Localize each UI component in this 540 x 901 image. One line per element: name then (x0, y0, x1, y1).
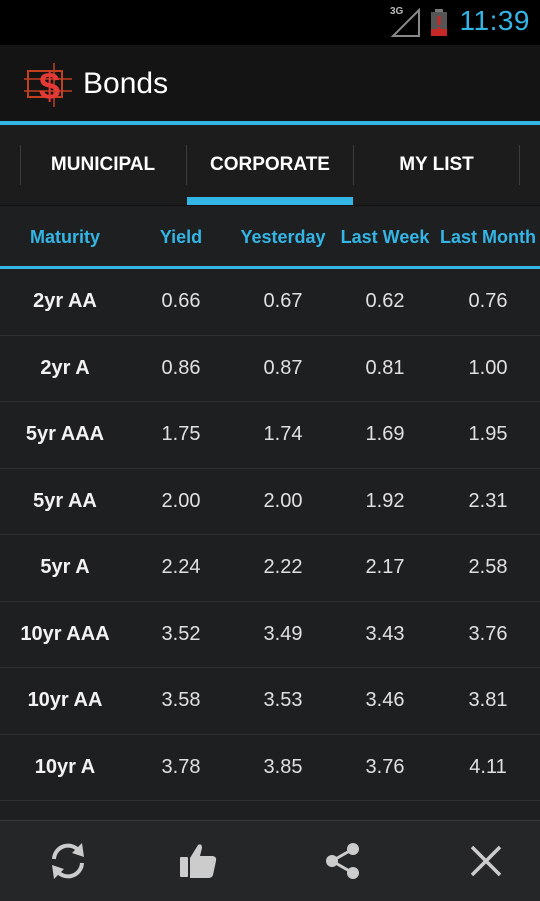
value-cell: 1.75 (161, 423, 201, 445)
active-tab-indicator (187, 197, 353, 205)
value-cell: 3.53 (263, 689, 303, 711)
value-cell: 3.52 (161, 622, 201, 645)
value-cell: 0.86 (161, 356, 201, 379)
network-type: 3G (390, 6, 404, 17)
maturity-cell: 10yr AAA (20, 622, 110, 645)
value-cell: 2.24 (161, 556, 201, 578)
signal-icon (391, 8, 420, 37)
maturity-cell: 10yr A (34, 755, 96, 778)
value-cell: 0.67 (263, 290, 303, 312)
tab-label: MY LIST (399, 154, 474, 175)
tab-divider (186, 145, 187, 185)
tab-corporate[interactable]: CORPORATE (187, 125, 353, 205)
maturity-cell: 10yr AA (27, 689, 103, 711)
action-bar: $ Bonds (0, 45, 540, 125)
tab-divider (519, 145, 520, 185)
column-header-yield[interactable]: Yield (159, 227, 203, 247)
maturity-cell: 5yr AA (33, 489, 97, 512)
maturity-cell: 5yr AAA (25, 423, 105, 445)
tab-label: MUNICIPAL (50, 154, 156, 175)
tab-my-list[interactable]: MY LIST (354, 125, 519, 205)
bottom-action-bar (0, 820, 540, 901)
app-logo-icon[interactable]: $ (24, 61, 72, 109)
tab-bar: MUNICIPAL CORPORATE MY LIST (0, 125, 540, 206)
svg-text:$: $ (39, 66, 60, 108)
value-cell: 2.00 (263, 489, 303, 512)
refresh-button[interactable] (0, 821, 135, 901)
column-header-last-month[interactable]: Last Month (440, 227, 536, 247)
table-row[interactable]: 5yr A 2.24 2.22 2.17 2.58 (0, 535, 540, 602)
table-row[interactable]: 10yr A 3.78 3.85 3.76 4.11 (0, 734, 540, 801)
close-button[interactable] (418, 821, 540, 901)
value-cell: 2.58 (468, 556, 508, 578)
tab-divider (353, 145, 354, 185)
table-header: Maturity Yield Yesterday Last Week Last … (0, 206, 540, 269)
value-cell: 1.00 (468, 356, 508, 379)
refresh-icon (51, 843, 84, 879)
value-cell: 3.76 (468, 622, 508, 645)
value-cell: 3.46 (365, 689, 405, 711)
share-button[interactable] (275, 821, 410, 901)
table-row[interactable]: 5yr AA 2.00 2.00 1.92 2.31 (0, 468, 540, 535)
battery-alert-icon (431, 9, 447, 36)
column-header-last-week[interactable]: Last Week (340, 227, 430, 247)
tab-municipal[interactable]: MUNICIPAL (20, 125, 186, 205)
clock: 11:39 (459, 5, 530, 36)
maturity-cell: 2yr AA (33, 290, 97, 312)
value-cell: 2.31 (468, 489, 508, 512)
maturity-cell: 2yr A (40, 356, 90, 379)
value-cell: 1.69 (365, 423, 405, 445)
value-cell: 2.00 (161, 489, 201, 512)
table-row[interactable]: 2yr AA 0.66 0.67 0.62 0.76 (0, 269, 540, 336)
close-icon (470, 845, 501, 877)
column-header-yesterday[interactable]: Yesterday (240, 227, 326, 247)
status-bar: 3G 11:39 (0, 0, 540, 45)
share-icon (325, 843, 359, 879)
value-cell: 2.17 (365, 556, 405, 578)
value-cell: 0.66 (161, 290, 201, 312)
value-cell: 3.49 (263, 622, 303, 645)
value-cell: 1.74 (263, 423, 303, 445)
tab-divider (20, 145, 21, 185)
app-title: Bonds (83, 67, 169, 100)
tab-label: CORPORATE (210, 154, 330, 175)
table-row[interactable]: 10yr AAA 3.52 3.49 3.43 3.76 (0, 601, 540, 668)
table-row[interactable]: 5yr AAA 1.75 1.74 1.69 1.95 (0, 402, 540, 469)
table-row[interactable]: 10yr AA 3.58 3.53 3.46 3.81 (0, 668, 540, 735)
value-cell: 3.58 (161, 689, 201, 711)
value-cell: 3.76 (365, 755, 405, 778)
column-header-maturity[interactable]: Maturity (29, 227, 100, 247)
value-cell: 0.76 (468, 290, 508, 312)
value-cell: 2.22 (263, 556, 303, 578)
maturity-cell: 5yr A (40, 556, 90, 578)
table-row[interactable]: 2yr A 0.86 0.87 0.81 1.00 (0, 335, 540, 402)
value-cell: 3.78 (161, 755, 201, 778)
thumbs-up-icon (179, 844, 216, 878)
value-cell: 3.85 (263, 755, 303, 778)
like-button[interactable] (130, 821, 265, 901)
value-cell: 4.11 (469, 755, 507, 778)
value-cell: 0.87 (263, 356, 303, 379)
value-cell: 0.81 (365, 356, 405, 379)
value-cell: 1.95 (468, 423, 508, 445)
value-cell: 0.62 (365, 290, 405, 312)
bond-table: 2yr AA 0.66 0.67 0.62 0.76 2yr A 0.86 0.87 0.81 1… (0, 269, 540, 801)
value-cell: 3.81 (468, 689, 508, 711)
value-cell: 3.43 (365, 622, 405, 645)
value-cell: 1.92 (365, 489, 405, 512)
